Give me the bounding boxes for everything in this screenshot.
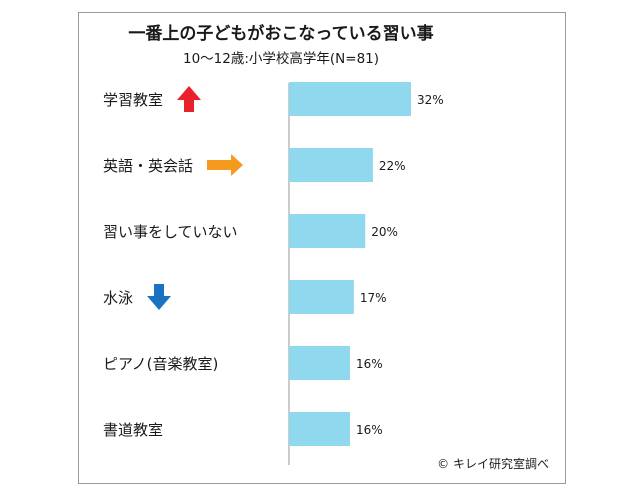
bar (289, 412, 350, 446)
chart-subtitle: 10〜12歳:小学校高学年(N=81) (183, 50, 379, 67)
category-label: 水泳 (103, 289, 133, 307)
category-label: 習い事をしていない (103, 223, 238, 241)
bar (289, 214, 366, 248)
value-label: 16% (356, 423, 383, 437)
category-label: ピアノ(音楽教室) (103, 355, 218, 373)
source-note: © キレイ研究室調べ (437, 456, 549, 471)
up-arrow-icon (177, 86, 202, 112)
chart-frame: 一番上の子どもがおこなっている習い事 10〜12歳:小学校高学年(N=81) 学… (78, 12, 566, 484)
bar (289, 148, 373, 182)
value-label: 16% (356, 357, 383, 371)
value-label: 20% (371, 225, 398, 239)
value-label: 17% (360, 291, 387, 305)
value-label: 22% (379, 159, 406, 173)
chart-title: 一番上の子どもがおこなっている習い事 (128, 23, 433, 44)
category-label: 英語・英会話 (103, 157, 193, 175)
category-label: 学習教室 (103, 91, 163, 109)
bar (289, 280, 354, 314)
down-arrow-icon (147, 284, 172, 310)
right-arrow-icon (207, 154, 244, 176)
value-label: 32% (417, 93, 444, 107)
category-label: 書道教室 (103, 421, 163, 439)
bar (289, 82, 411, 116)
bar (289, 346, 350, 380)
bar-chart: 一番上の子どもがおこなっている習い事 10〜12歳:小学校高学年(N=81) 学… (103, 23, 549, 471)
